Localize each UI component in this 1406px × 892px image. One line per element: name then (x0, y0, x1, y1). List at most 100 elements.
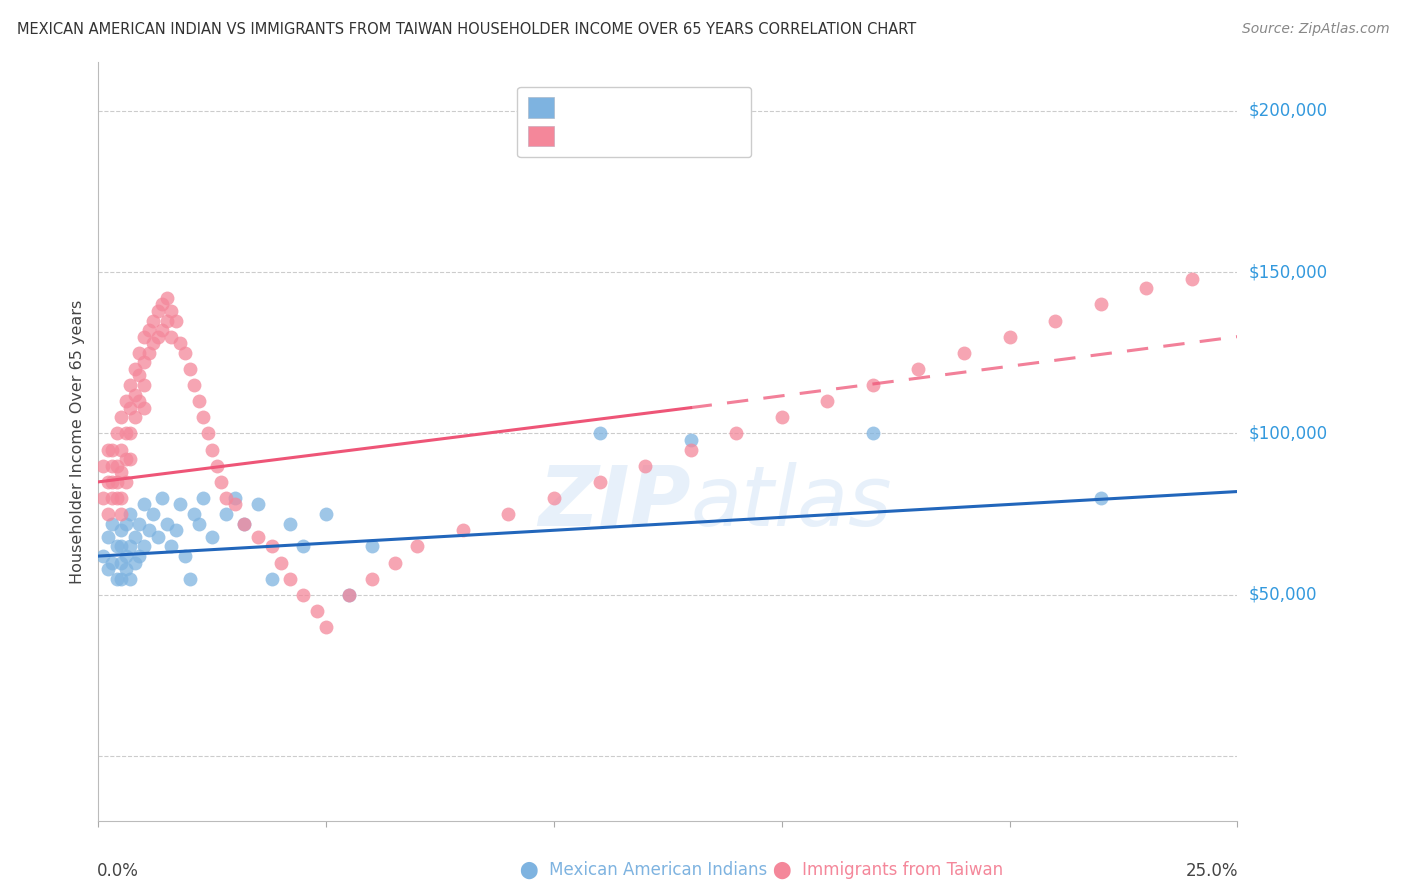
Point (156, 313, 179, 327)
Point (193, 410, 215, 425)
Point (110, 507, 132, 521)
Point (998, 329, 1021, 343)
Text: ZIP: ZIP (538, 462, 690, 542)
Point (91, 491, 114, 505)
Point (132, 401, 155, 415)
Point (120, 452, 142, 467)
Point (307, 604, 329, 618)
Point (907, 362, 929, 376)
Point (146, 304, 169, 318)
Point (114, 475, 136, 489)
Point (1090, 491, 1112, 505)
Point (337, 588, 360, 602)
Text: 25.0%: 25.0% (1185, 863, 1239, 880)
Text: Source: ZipAtlas.com: Source: ZipAtlas.com (1241, 22, 1389, 37)
Point (124, 556, 146, 570)
Text: N =: N = (624, 87, 676, 104)
Point (384, 556, 406, 570)
Point (215, 491, 238, 505)
Point (120, 426, 142, 441)
Text: ⬤  Immigrants from Taiwan: ⬤ Immigrants from Taiwan (773, 861, 1004, 879)
Point (114, 549, 136, 563)
Point (101, 442, 124, 457)
Point (498, 507, 520, 521)
Point (120, 507, 142, 521)
Point (270, 556, 292, 570)
Point (169, 336, 191, 351)
Point (128, 516, 150, 531)
Point (205, 458, 228, 473)
Point (246, 498, 269, 512)
Point (128, 394, 150, 409)
Point (132, 329, 155, 343)
Point (132, 498, 155, 512)
Text: R =: R = (548, 87, 588, 104)
Point (114, 516, 136, 531)
Point (160, 540, 183, 554)
Text: $200,000: $200,000 (1249, 102, 1327, 120)
Point (165, 313, 187, 327)
Point (156, 516, 179, 531)
Point (114, 394, 136, 409)
Point (114, 426, 136, 441)
Y-axis label: Householder Income Over 65 years: Householder Income Over 65 years (70, 300, 86, 583)
Text: atlas: atlas (690, 462, 893, 542)
Point (138, 346, 160, 360)
Point (183, 507, 205, 521)
Point (406, 540, 429, 554)
Text: R =: R = (548, 118, 588, 136)
Point (101, 458, 124, 473)
Point (451, 523, 474, 537)
Point (201, 530, 224, 544)
Point (260, 540, 283, 554)
Point (160, 329, 183, 343)
Text: $100,000: $100,000 (1249, 425, 1327, 442)
Point (174, 549, 197, 563)
Text: 0.296: 0.296 (582, 87, 640, 104)
Point (146, 530, 169, 544)
Point (246, 530, 269, 544)
Point (110, 410, 132, 425)
Point (201, 442, 224, 457)
Point (588, 475, 610, 489)
Point (150, 297, 173, 311)
Point (146, 329, 169, 343)
Point (1090, 297, 1112, 311)
Point (187, 516, 209, 531)
Point (101, 491, 124, 505)
Text: $150,000: $150,000 (1249, 263, 1327, 281)
Point (128, 368, 150, 383)
Point (110, 540, 132, 554)
Point (96, 507, 118, 521)
Point (128, 549, 150, 563)
Point (209, 475, 232, 489)
Point (124, 530, 146, 544)
Point (588, 426, 610, 441)
Point (215, 507, 238, 521)
Point (634, 458, 657, 473)
Point (260, 572, 283, 586)
Point (150, 323, 173, 337)
Point (1043, 313, 1066, 327)
Point (179, 572, 201, 586)
Point (124, 388, 146, 402)
Text: N =: N = (624, 118, 676, 136)
Point (110, 442, 132, 457)
Point (96, 442, 118, 457)
Point (862, 426, 884, 441)
Point (278, 516, 301, 531)
Point (543, 491, 565, 505)
Point (120, 540, 142, 554)
Point (91, 458, 114, 473)
Point (183, 378, 205, 392)
Point (160, 304, 183, 318)
Point (292, 588, 315, 602)
Point (224, 498, 246, 512)
Point (169, 498, 191, 512)
Point (233, 516, 256, 531)
Point (105, 458, 128, 473)
Point (725, 426, 748, 441)
Text: MEXICAN AMERICAN INDIAN VS IMMIGRANTS FROM TAIWAN HOUSEHOLDER INCOME OVER 65 YEA: MEXICAN AMERICAN INDIAN VS IMMIGRANTS FR… (17, 22, 917, 37)
Point (110, 523, 132, 537)
Point (278, 572, 301, 586)
